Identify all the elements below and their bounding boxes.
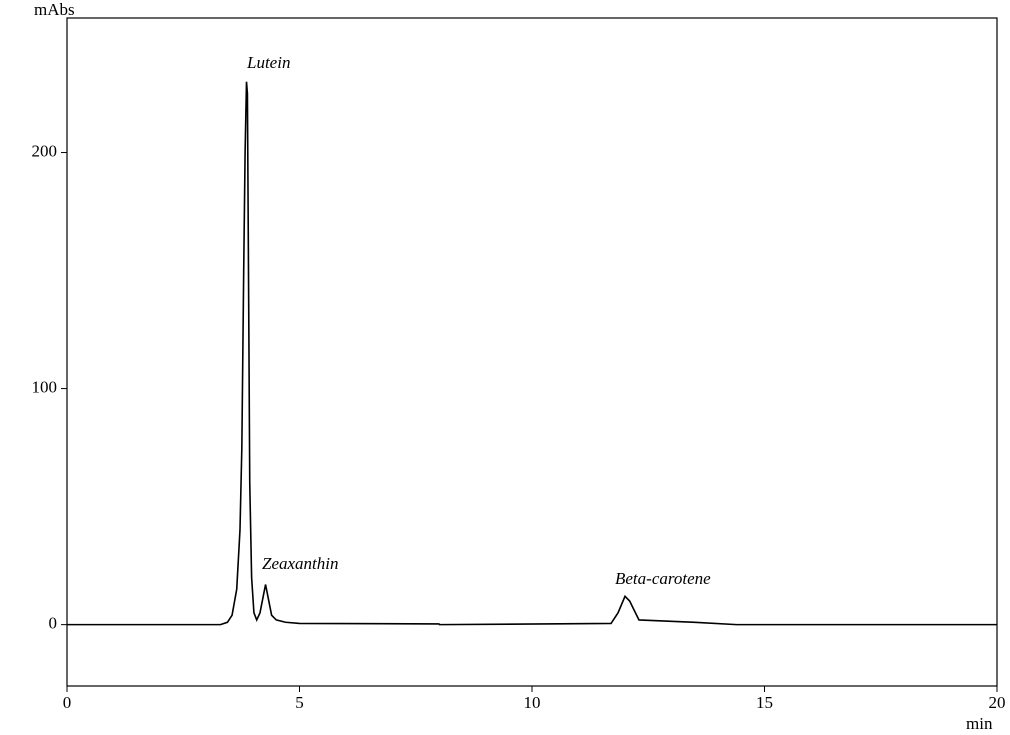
plot-frame (66, 17, 998, 687)
peak-annotation: Beta-carotene (615, 569, 711, 588)
x-tick-label: 5 (295, 693, 304, 712)
peak-annotation: Lutein (246, 53, 290, 72)
y-axis-label: mAbs (34, 0, 75, 19)
y-tick-label: 0 (49, 614, 58, 633)
x-tick-label: 10 (524, 693, 541, 712)
x-tick-label: 15 (756, 693, 773, 712)
y-tick-label: 100 (32, 377, 58, 396)
x-tick-label: 0 (63, 693, 72, 712)
y-tick-label: 200 (32, 141, 58, 160)
x-tick-label: 20 (989, 693, 1006, 712)
peak-annotation: Zeaxanthin (262, 554, 339, 573)
chromatogram-line (67, 81, 997, 626)
x-axis-label: min (966, 714, 993, 733)
